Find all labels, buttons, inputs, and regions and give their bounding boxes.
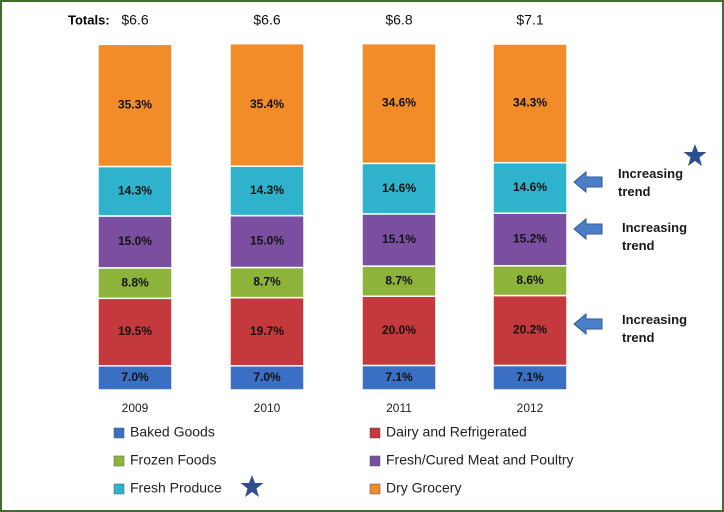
- total-label: $6.6: [121, 12, 148, 28]
- legend-swatch: [113, 455, 125, 467]
- value-label: 14.3%: [250, 183, 284, 197]
- value-label: 35.4%: [250, 97, 284, 111]
- bar-segment: [492, 43, 568, 164]
- total-label: $6.6: [253, 12, 280, 28]
- value-label: 8.8%: [121, 275, 149, 289]
- legend-swatch: [113, 483, 125, 495]
- annotation: Increasing trend: [622, 220, 688, 253]
- legend-label: Baked Goods: [130, 424, 215, 440]
- value-label: 19.5%: [118, 324, 152, 338]
- legend-label: Dry Grocery: [386, 480, 461, 496]
- legend-label: Frozen Foods: [130, 452, 216, 468]
- bar-segment: [229, 165, 305, 217]
- bar-segment: [361, 295, 437, 367]
- bar-segment: [361, 364, 437, 391]
- legend-swatch: [113, 427, 125, 439]
- legend-swatch: [369, 483, 381, 495]
- bar-segment: [492, 364, 568, 391]
- arrow: [573, 217, 603, 241]
- legend-swatch: [369, 455, 381, 467]
- bar-segment: [229, 42, 305, 167]
- arrows: [573, 170, 603, 336]
- value-label: 20.0%: [382, 323, 416, 337]
- value-label: 34.3%: [513, 96, 547, 110]
- x-tick-label: 2010: [254, 401, 281, 415]
- star: [683, 144, 707, 166]
- value-label: 7.1%: [385, 370, 413, 384]
- arrow: [573, 170, 603, 194]
- value-label: 15.0%: [118, 234, 152, 248]
- star: [240, 475, 264, 497]
- value-label: 35.3%: [118, 98, 152, 112]
- bar-segment: [361, 265, 437, 297]
- arrow: [573, 312, 603, 336]
- value-label: 14.6%: [382, 181, 416, 195]
- totals-label: Totals:: [68, 12, 110, 27]
- bar-segment: [229, 214, 305, 269]
- value-label: 15.1%: [382, 232, 416, 246]
- bar-segment: [97, 297, 173, 367]
- value-label: 8.6%: [516, 273, 544, 287]
- legend-label: Fresh Produce: [130, 480, 222, 496]
- bar-segment: [229, 266, 305, 299]
- value-label: 15.0%: [250, 234, 284, 248]
- value-label: 8.7%: [385, 273, 413, 287]
- bar-segment: [229, 365, 305, 391]
- bar-segment: [97, 165, 173, 217]
- bar-segment: [97, 43, 173, 168]
- value-label: 34.6%: [382, 96, 416, 110]
- legend-label: Dairy and Refrigerated: [386, 424, 527, 440]
- annotation: Increasing trend: [622, 312, 688, 345]
- value-label: 19.7%: [250, 324, 284, 338]
- legend-label: Fresh/Cured Meat and Poultry: [386, 452, 574, 468]
- value-label: 20.2%: [513, 323, 547, 337]
- total-label: $6.8: [385, 12, 412, 28]
- bar-segment: [229, 296, 305, 367]
- total-label: $7.1: [516, 12, 543, 28]
- value-label: 14.6%: [513, 180, 547, 194]
- x-tick-label: 2012: [517, 401, 544, 415]
- x-tick-label: 2011: [386, 401, 412, 415]
- value-label: 14.3%: [118, 183, 152, 197]
- value-label: 7.1%: [516, 370, 544, 384]
- bar-segment: [361, 42, 437, 165]
- annotation: Increasing trend: [618, 166, 684, 199]
- value-label: 7.0%: [253, 370, 281, 384]
- value-label: 7.0%: [121, 370, 149, 384]
- value-label: 15.2%: [513, 232, 547, 246]
- x-tick-label: 2009: [122, 401, 149, 415]
- value-label: 8.7%: [253, 275, 281, 289]
- legend-swatch: [369, 427, 381, 439]
